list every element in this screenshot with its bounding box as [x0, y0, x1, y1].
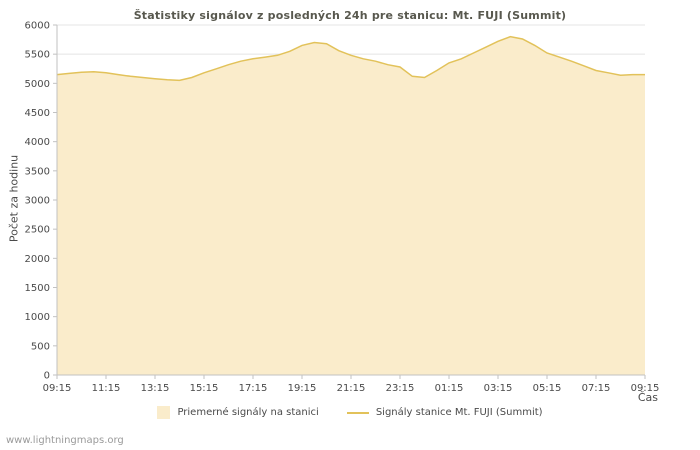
svg-text:03:15: 03:15	[484, 383, 513, 394]
svg-text:3000: 3000	[25, 196, 50, 207]
x-axis-label: Čas	[637, 391, 658, 404]
svg-text:4500: 4500	[25, 108, 50, 119]
legend-line-swatch	[346, 411, 369, 414]
legend-area-label: Priemerné signály na stanici	[177, 407, 319, 418]
svg-text:6000: 6000	[25, 21, 50, 32]
svg-text:1000: 1000	[25, 312, 50, 323]
svg-text:0: 0	[44, 371, 50, 382]
svg-text:09:15: 09:15	[43, 383, 72, 394]
svg-text:21:15: 21:15	[337, 383, 366, 394]
svg-text:05:15: 05:15	[533, 383, 562, 394]
svg-text:09:15: 09:15	[631, 383, 660, 394]
svg-text:5500: 5500	[25, 50, 50, 61]
svg-text:19:15: 19:15	[288, 383, 317, 394]
svg-text:23:15: 23:15	[386, 383, 415, 394]
svg-text:13:15: 13:15	[141, 383, 170, 394]
svg-text:2000: 2000	[25, 254, 50, 265]
svg-text:17:15: 17:15	[239, 383, 268, 394]
svg-text:3500: 3500	[25, 166, 50, 177]
svg-text:11:15: 11:15	[92, 383, 121, 394]
legend: Priemerné signály na stanici Signály sta…	[0, 406, 700, 419]
svg-text:07:15: 07:15	[582, 383, 611, 394]
chart-title: Štatistiky signálov z posledných 24h pre…	[133, 9, 567, 22]
svg-text:01:15: 01:15	[435, 383, 464, 394]
svg-text:2500: 2500	[25, 225, 50, 236]
legend-area-swatch	[157, 406, 171, 419]
svg-text:1500: 1500	[25, 283, 50, 294]
svg-text:500: 500	[31, 341, 50, 352]
svg-text:15:15: 15:15	[190, 383, 219, 394]
svg-text:4000: 4000	[25, 137, 50, 148]
svg-text:5000: 5000	[25, 79, 50, 90]
watermark: www.lightningmaps.org	[6, 435, 124, 446]
legend-line-label: Signály stanice Mt. FUJI (Summit)	[375, 407, 543, 418]
plot-area: 0 500 1000 1500 2000 2500 3000 3500 4000 4500 5000…	[25, 21, 660, 395]
